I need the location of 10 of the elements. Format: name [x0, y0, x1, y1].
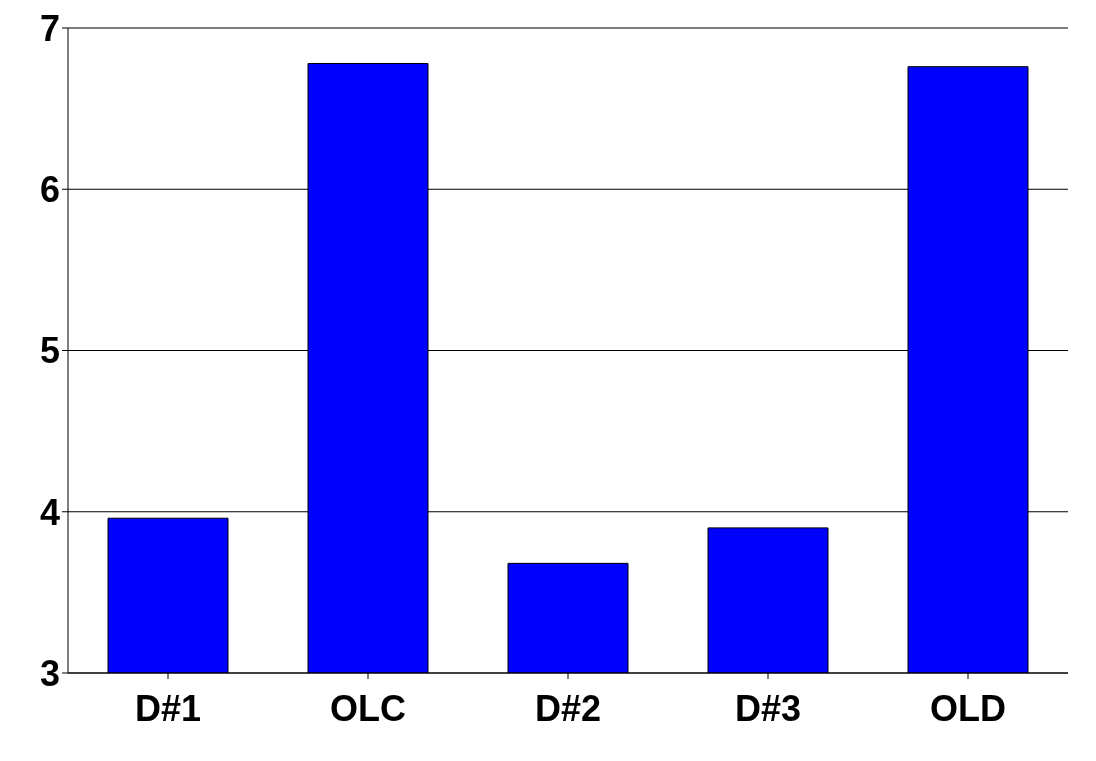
x-tick-label: D#3 [734, 687, 802, 729]
y-tick-label: 7 [39, 7, 60, 49]
x-tick-label: OLD [930, 687, 1006, 729]
y-tick-label: 4 [39, 491, 60, 533]
x-tick-label: D#2 [534, 687, 602, 729]
x-tick-label: D#1 [134, 687, 202, 729]
x-tick-label: OLC [330, 687, 406, 729]
y-tick-label: 3 [39, 652, 60, 694]
y-tick-label: 6 [39, 169, 60, 211]
y-tick-label: 5 [39, 330, 60, 372]
